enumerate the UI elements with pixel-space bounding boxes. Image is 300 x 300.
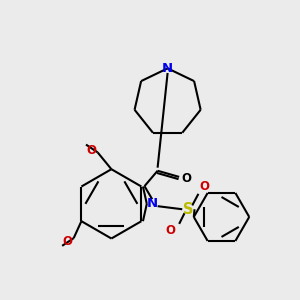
Text: O: O	[200, 180, 210, 194]
Text: O: O	[182, 172, 192, 185]
Text: S: S	[183, 202, 194, 217]
Text: O: O	[165, 224, 175, 236]
Text: N: N	[162, 62, 173, 75]
Text: O: O	[86, 144, 96, 157]
Text: O: O	[62, 235, 73, 248]
Text: N: N	[147, 197, 158, 210]
